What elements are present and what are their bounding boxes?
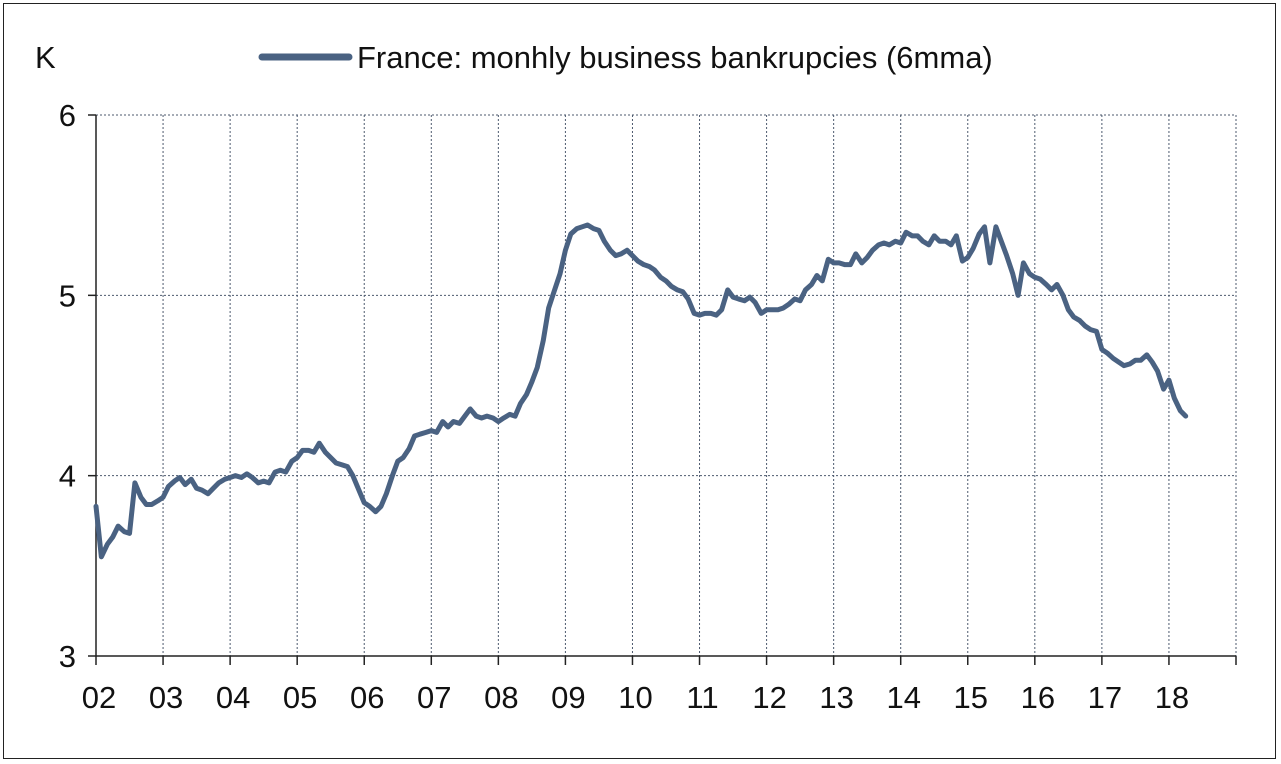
series-line-0 [93,222,1189,560]
x-tick-label-14: 14 [886,680,920,715]
x-tick-label-18: 18 [1155,680,1189,715]
y-tick-label-6: 6 [59,98,76,133]
x-tick-label-03: 03 [149,680,183,715]
x-tick-label-15: 15 [954,680,988,715]
x-tick-label-08: 08 [484,680,518,715]
gridlines [96,114,1237,656]
x-tick-label-16: 16 [1021,680,1055,715]
x-tick-label-12: 12 [752,680,786,715]
x-tick-label-05: 05 [283,680,317,715]
legend-label: France: monhly business bankrupcies (6mm… [357,40,993,75]
series-layer [93,222,1189,560]
x-tick-label-17: 17 [1088,680,1122,715]
tick-labels: 3 4 5 6 02 03 04 05 06 07 08 09 10 11 12 13 14 15 16 17 18 [59,98,1189,715]
x-tick-label-10: 10 [618,680,652,715]
legend: France: monhly business bankrupcies (6mm… [258,40,993,75]
y-axis-unit-label: K [35,40,56,75]
x-tick-label-02: 02 [82,680,116,715]
x-tick-label-11: 11 [686,680,718,715]
x-tick-label-07: 07 [417,680,451,715]
axes [88,114,1237,665]
chart-frame [3,3,1276,759]
y-tick-label-5: 5 [59,278,76,313]
y-tick-label-3: 3 [59,639,76,674]
x-tick-label-04: 04 [216,680,250,715]
x-tick-label-09: 09 [551,680,585,715]
y-tick-label-4: 4 [59,459,76,494]
x-tick-label-06: 06 [350,680,384,715]
x-tick-label-13: 13 [819,680,853,715]
